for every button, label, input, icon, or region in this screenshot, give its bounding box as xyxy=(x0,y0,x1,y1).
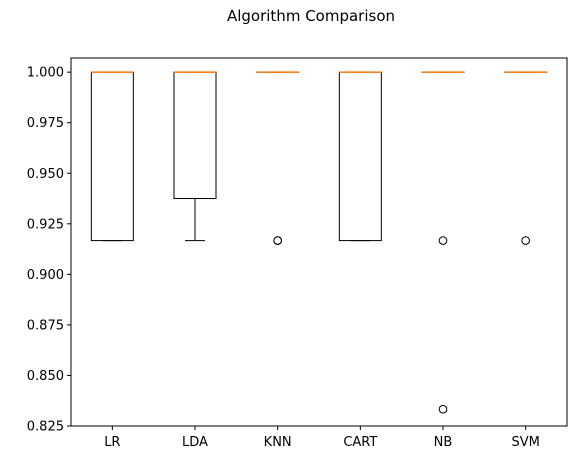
y-tick-label: 0.975 xyxy=(27,116,64,131)
y-tick-label: 0.825 xyxy=(27,420,64,435)
x-axis: LR LDA KNN CART NB SVM xyxy=(104,426,540,450)
x-tick-label: SVM xyxy=(511,435,539,450)
y-tick-label: 1.000 xyxy=(27,66,64,81)
outlier-point xyxy=(273,236,282,245)
x-tick-label: CART xyxy=(343,435,377,450)
box-group-cart xyxy=(338,71,382,242)
box xyxy=(173,71,217,200)
box xyxy=(338,71,382,242)
box-group-lda xyxy=(173,71,217,242)
x-tick-label: LDA xyxy=(182,435,208,450)
y-tick-label: 0.950 xyxy=(27,167,64,182)
y-axis: 0.825 0.850 0.875 0.900 0.925 0.950 0.975 1.000 xyxy=(27,66,71,435)
x-tick-label: KNN xyxy=(264,435,292,450)
chart-title: Algorithm Comparison xyxy=(227,7,395,25)
axes-frame xyxy=(70,57,568,427)
y-tick-label: 0.875 xyxy=(27,318,64,333)
outlier-point xyxy=(521,236,530,245)
y-tick-label: 0.925 xyxy=(27,217,64,232)
x-tick-label: NB xyxy=(434,435,453,450)
box-group-svm xyxy=(504,71,548,245)
box-group-nb xyxy=(421,71,465,414)
box-group-knn xyxy=(256,71,300,245)
plot-area xyxy=(90,71,548,414)
outlier-point xyxy=(438,404,448,414)
box-group-lr xyxy=(90,71,134,242)
outlier-point xyxy=(438,236,448,245)
x-tick-label: LR xyxy=(104,435,120,450)
box xyxy=(90,71,134,242)
y-tick-label: 0.900 xyxy=(27,268,64,283)
y-tick-label: 0.850 xyxy=(27,369,64,384)
